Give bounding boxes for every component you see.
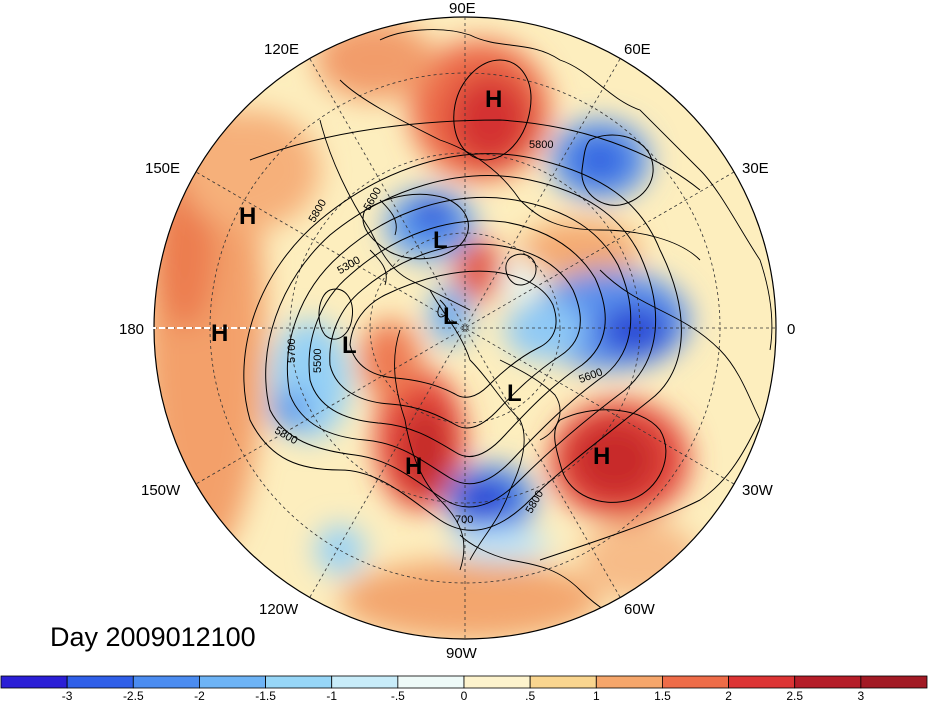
coastlines <box>319 29 773 631</box>
colorbar-tick-label: -1.5 <box>255 689 276 702</box>
colorbar-tick-label: -2.5 <box>123 689 144 702</box>
longitude-label-90e: 90E <box>449 0 476 17</box>
longitude-label-150e: 150E <box>145 160 180 177</box>
low-pressure-center: L <box>507 380 522 407</box>
longitude-labels: 90E 60E 30E 0 30W 60W 90W 120W 150W 180 … <box>119 0 795 662</box>
colorbar-swatch <box>132 675 200 689</box>
colorbar-tick-label: -.5 <box>391 689 405 702</box>
colorbar-swatch <box>794 675 862 689</box>
high-pressure-center: H <box>211 320 228 347</box>
longitude-label-0: 0 <box>787 321 795 338</box>
contour-label: 700 <box>455 514 473 526</box>
low-pressure-center: L <box>342 332 357 359</box>
colorbar-tick-label: -1 <box>326 689 337 702</box>
colorbar-swatch <box>860 675 928 689</box>
colorbar-swatch <box>662 675 729 689</box>
colorbar-swatch <box>397 675 465 689</box>
colorbar-swatch <box>66 675 134 689</box>
height-contours <box>243 59 761 561</box>
longitude-label-120e: 120E <box>264 41 299 58</box>
colorbar-tick-label: 3 <box>858 689 865 702</box>
longitude-label-90w: 90W <box>446 645 478 662</box>
longitude-label-120w: 120W <box>259 601 299 618</box>
colorbar-tick-labels: -3 -2.5 -2 -1.5 -1 -.5 0 .5 1 1.5 2 2.5 3 <box>62 689 865 702</box>
pressure-centers: H H H H H L L L L <box>211 86 610 480</box>
longitude-label-180: 180 <box>119 321 144 338</box>
contour-label: 5500 <box>312 349 324 373</box>
colorbar-swatch <box>265 675 333 689</box>
low-pressure-center: L <box>443 303 458 330</box>
colorbar-swatch <box>463 675 531 689</box>
longitude-label-60e: 60E <box>624 41 651 58</box>
colorbar-swatch <box>199 675 266 689</box>
colorbar-tick-label: 1.5 <box>654 689 671 702</box>
high-pressure-center: H <box>239 203 256 230</box>
colorbar-swatch <box>728 675 796 689</box>
colorbar <box>0 675 928 689</box>
anomaly-shading <box>154 17 776 639</box>
longitude-label-60w: 60W <box>624 601 656 618</box>
contour-label: 5800 <box>529 139 553 151</box>
colorbar-swatch <box>331 675 399 689</box>
colorbar-tick-label: 2 <box>725 689 732 702</box>
colorbar-tick-label: 2.5 <box>786 689 803 702</box>
high-pressure-center: H <box>485 86 502 113</box>
longitude-label-30w: 30W <box>742 482 774 499</box>
date-label: Day 2009012100 <box>50 622 256 652</box>
longitude-label-150w: 150W <box>141 482 181 499</box>
contour-label: 5700 <box>286 339 298 363</box>
low-pressure-center: L <box>433 227 448 254</box>
colorbar-tick-label: -3 <box>62 689 73 702</box>
colorbar-swatch <box>0 675 68 689</box>
high-pressure-center: H <box>593 443 610 470</box>
high-pressure-center: H <box>405 453 422 480</box>
colorbar-tick-label: .5 <box>525 689 535 702</box>
colorbar-swatch <box>529 675 597 689</box>
colorbar-swatch <box>595 675 663 689</box>
longitude-label-30e: 30E <box>742 160 769 177</box>
colorbar-tick-label: 1 <box>593 689 600 702</box>
colorbar-tick-label: 0 <box>461 689 468 702</box>
colorbar-tick-label: -2 <box>194 689 205 702</box>
